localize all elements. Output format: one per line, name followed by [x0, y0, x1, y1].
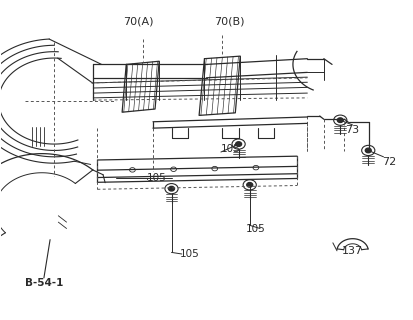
Text: 105: 105 [246, 223, 266, 234]
Circle shape [337, 118, 343, 123]
Text: B-54-1: B-54-1 [25, 278, 63, 288]
Circle shape [366, 148, 371, 153]
Text: 70(B): 70(B) [214, 16, 244, 27]
Circle shape [169, 186, 174, 191]
Text: 105: 105 [180, 249, 199, 259]
Text: 73: 73 [346, 125, 360, 135]
Circle shape [236, 142, 242, 146]
Text: 70(A): 70(A) [123, 16, 154, 27]
Text: 72: 72 [382, 156, 397, 167]
Text: 105: 105 [147, 172, 166, 182]
Text: 137: 137 [342, 246, 363, 256]
Text: 105: 105 [221, 144, 241, 154]
Circle shape [247, 182, 253, 187]
